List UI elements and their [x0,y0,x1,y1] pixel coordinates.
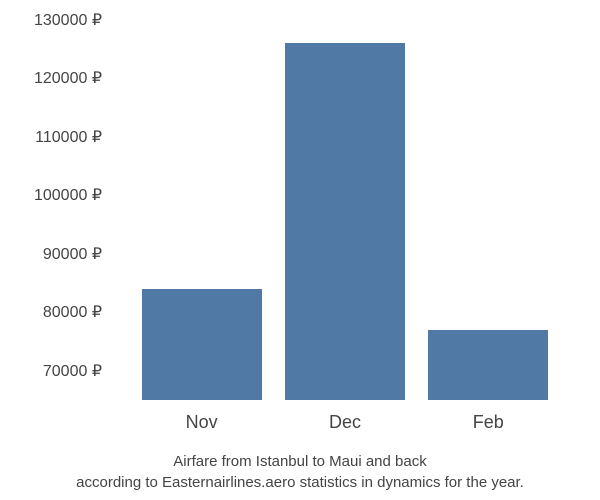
bar [428,330,548,400]
y-tick-label: 70000 ₽ [43,361,102,381]
x-tick-label: Dec [285,412,405,433]
bar-wrapper [285,43,405,400]
bars-area [110,20,580,400]
caption-line-1: Airfare from Istanbul to Maui and back [30,451,570,472]
y-axis: 70000 ₽ 80000 ₽ 90000 ₽ 100000 ₽ 110000 ₽ 120… [20,20,110,400]
caption-line-2: according to Easternairlines.aero statis… [30,472,570,493]
x-tick-label: Feb [428,412,548,433]
bar-wrapper [142,289,262,400]
bar-wrapper [428,330,548,400]
y-tick-label: 90000 ₽ [43,244,102,264]
y-tick-label: 120000 ₽ [34,68,102,88]
y-tick-label: 130000 ₽ [34,10,102,30]
x-axis: Nov Dec Feb [110,412,580,433]
chart-caption: Airfare from Istanbul to Maui and back a… [20,451,580,493]
x-tick-label: Nov [142,412,262,433]
bar [142,289,262,400]
y-tick-label: 110000 ₽ [35,127,102,147]
chart-container: 70000 ₽ 80000 ₽ 90000 ₽ 100000 ₽ 110000 ₽ 120… [0,0,600,500]
y-tick-label: 80000 ₽ [43,302,102,322]
bar [285,43,405,400]
plot-area: 70000 ₽ 80000 ₽ 90000 ₽ 100000 ₽ 110000 ₽ 120… [20,20,580,400]
y-tick-label: 100000 ₽ [34,185,102,205]
